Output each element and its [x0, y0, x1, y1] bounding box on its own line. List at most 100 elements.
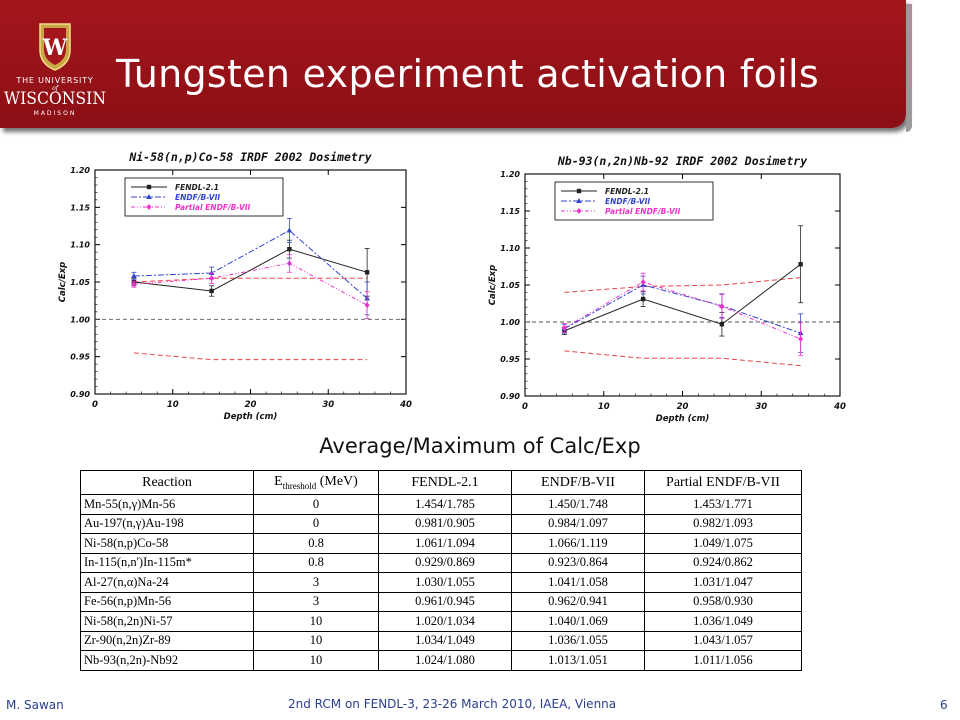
- data-point: [209, 288, 214, 294]
- legend-label: Partial ENDF/B-VII: [605, 207, 681, 216]
- uncertainty-envelope-lower: [564, 350, 801, 367]
- cell-endf: 0.923/0.864: [511, 552, 645, 573]
- legend-label: FENDL-2.1: [605, 187, 649, 196]
- x-tick-label: 20: [245, 400, 257, 410]
- cell-reaction: Fe-56(n,p)Mn-56: [80, 591, 254, 612]
- legend-marker: [146, 204, 152, 210]
- legend-label: Partial ENDF/B-VII: [175, 203, 251, 212]
- table-row: Au-197(n,γ)Au-198 0 0.981/0.905 0.984/1.097…: [80, 513, 802, 534]
- cell-partial: 0.924/0.862: [644, 552, 802, 573]
- cell-fendl: 1.020/1.034: [378, 611, 512, 632]
- table-header-row: Reaction Ethreshold (MeV) FENDL-2.1 ENDF…: [80, 470, 802, 495]
- x-tick-label: 20: [677, 402, 689, 412]
- legend-label: ENDF/B-VII: [605, 197, 650, 206]
- logo-line2: WISCONSIN: [4, 89, 106, 109]
- cell-threshold: 10: [253, 650, 379, 671]
- y-tick-label: 1.05: [500, 281, 520, 290]
- table-row: Al-27(n,α)Na-24 3 1.030/1.055 1.041/1.058 1.…: [80, 572, 802, 593]
- cell-threshold: 0.8: [253, 552, 379, 573]
- results-table: Reaction Ethreshold (MeV) FENDL-2.1 ENDF…: [80, 470, 802, 671]
- data-point: [209, 275, 215, 282]
- cell-endf: 1.041/1.058: [511, 572, 645, 593]
- cell-endf: 1.013/1.051: [511, 650, 645, 671]
- y-tick-label: 1.15: [500, 207, 520, 216]
- cell-fendl: 1.454/1.785: [378, 494, 512, 515]
- x-axis-label: Depth (cm): [656, 414, 710, 424]
- header-endf: ENDF/B-VII: [511, 470, 645, 495]
- cell-partial: 0.958/0.930: [644, 591, 802, 612]
- legend-marker: [146, 184, 152, 190]
- cell-reaction: Au-197(n,γ)Au-198: [80, 513, 254, 534]
- data-point: [798, 262, 803, 267]
- header-threshold: Ethreshold (MeV): [253, 470, 379, 495]
- cell-reaction: Al-27(n,α)Na-24: [80, 572, 254, 593]
- data-point: [719, 322, 725, 327]
- y-tick-label: 0.95: [70, 353, 90, 362]
- y-tick-label: 1.10: [70, 241, 90, 250]
- legend-marker: [146, 194, 152, 199]
- data-point: [208, 270, 215, 276]
- data-point: [364, 302, 370, 309]
- data-point: [286, 260, 292, 267]
- cell-threshold: 10: [253, 630, 379, 651]
- x-tick-label: 30: [322, 400, 334, 410]
- series-line-1: [133, 229, 368, 299]
- cell-fendl: 1.061/1.094: [378, 533, 512, 554]
- y-tick-label: 1.20: [500, 170, 520, 179]
- cell-threshold: 0.8: [253, 533, 379, 554]
- cell-fendl: 1.024/1.080: [378, 650, 512, 671]
- cell-threshold: 3: [253, 572, 379, 593]
- data-point: [131, 281, 137, 288]
- table-row: Ni-58(n,2n)Ni-57 10 1.020/1.034 1.040/1.069…: [80, 611, 802, 632]
- legend-marker: [576, 188, 582, 194]
- cell-fendl: 1.034/1.049: [378, 630, 512, 651]
- crest-letter: W: [42, 35, 68, 61]
- cell-reaction: Zr-90(n,2n)Zr-89: [80, 630, 254, 651]
- cell-endf: 0.962/0.941: [511, 591, 645, 612]
- y-tick-label: 1.15: [70, 203, 90, 212]
- cell-fendl: 1.030/1.055: [378, 572, 512, 593]
- data-point: [131, 273, 137, 279]
- table-row: Fe-56(n,p)Mn-56 3 0.961/0.945 0.962/0.941 0.…: [80, 591, 802, 612]
- cell-endf: 1.066/1.119: [511, 533, 645, 554]
- y-tick-label: 1.10: [500, 244, 520, 253]
- cell-reaction: Ni-58(n,2n)Ni-57: [80, 611, 254, 632]
- slide-title: Tungsten experiment activation foils: [116, 52, 819, 96]
- x-axis-label: Depth (cm): [224, 412, 278, 422]
- legend-marker: [576, 198, 582, 203]
- footer-page-number: 6: [940, 698, 948, 712]
- y-axis-label: Calc/Exp: [488, 265, 498, 305]
- cell-partial: 1.043/1.057: [644, 630, 802, 651]
- header-partial: Partial ENDF/B-VII: [644, 470, 802, 495]
- footer-author: M. Sawan: [6, 698, 64, 712]
- results-body: Mn-55(n,γ)Mn-56 0 1.454/1.785 1.450/1.748 1.…: [80, 494, 802, 671]
- x-tick-label: 10: [167, 400, 179, 410]
- cell-threshold: 3: [253, 591, 379, 612]
- footer-event: 2nd RCM on FENDL-3, 23-26 March 2010, IA…: [288, 697, 617, 711]
- y-tick-label: 0.90: [500, 392, 520, 401]
- logo-line1: THE UNIVERSITY: [15, 76, 93, 85]
- cell-threshold: 10: [253, 611, 379, 632]
- header-fendl: FENDL-2.1: [378, 470, 512, 495]
- cell-endf: 0.984/1.097: [511, 513, 645, 534]
- data-point: [640, 279, 646, 286]
- x-tick-label: 30: [755, 402, 767, 412]
- chart-title: Ni-58(n,p)Co-58 IRDF 2002 Dosimetry: [128, 150, 372, 164]
- cell-partial: 1.453/1.771: [644, 494, 802, 515]
- cell-partial: 1.036/1.049: [644, 611, 802, 632]
- series-line-0: [133, 248, 368, 292]
- data-point: [287, 246, 292, 252]
- cell-reaction: Mn-55(n,γ)Mn-56: [80, 494, 254, 515]
- data-point: [640, 296, 646, 302]
- cell-endf: 1.040/1.069: [511, 611, 645, 632]
- logo-line3: MADISON: [34, 110, 77, 117]
- y-tick-label: 1.00: [70, 315, 90, 324]
- cell-fendl: 0.981/0.905: [378, 513, 512, 534]
- data-point: [364, 270, 370, 275]
- data-point: [286, 227, 293, 233]
- table-row: Nb-93(n,2n)-Nb92 10 1.024/1.080 1.013/1.051…: [80, 650, 802, 671]
- chart-nb93-n-2n: Nb-93(n,2n)Nb-92 IRDF 2002 Dosimetry 0.90…: [488, 154, 846, 424]
- cell-reaction: Nb-93(n,2n)-Nb92: [80, 650, 254, 671]
- university-logo: W THE UNIVERSITY of WISCONSIN MADISON: [4, 23, 106, 117]
- logo-of: of: [52, 85, 60, 92]
